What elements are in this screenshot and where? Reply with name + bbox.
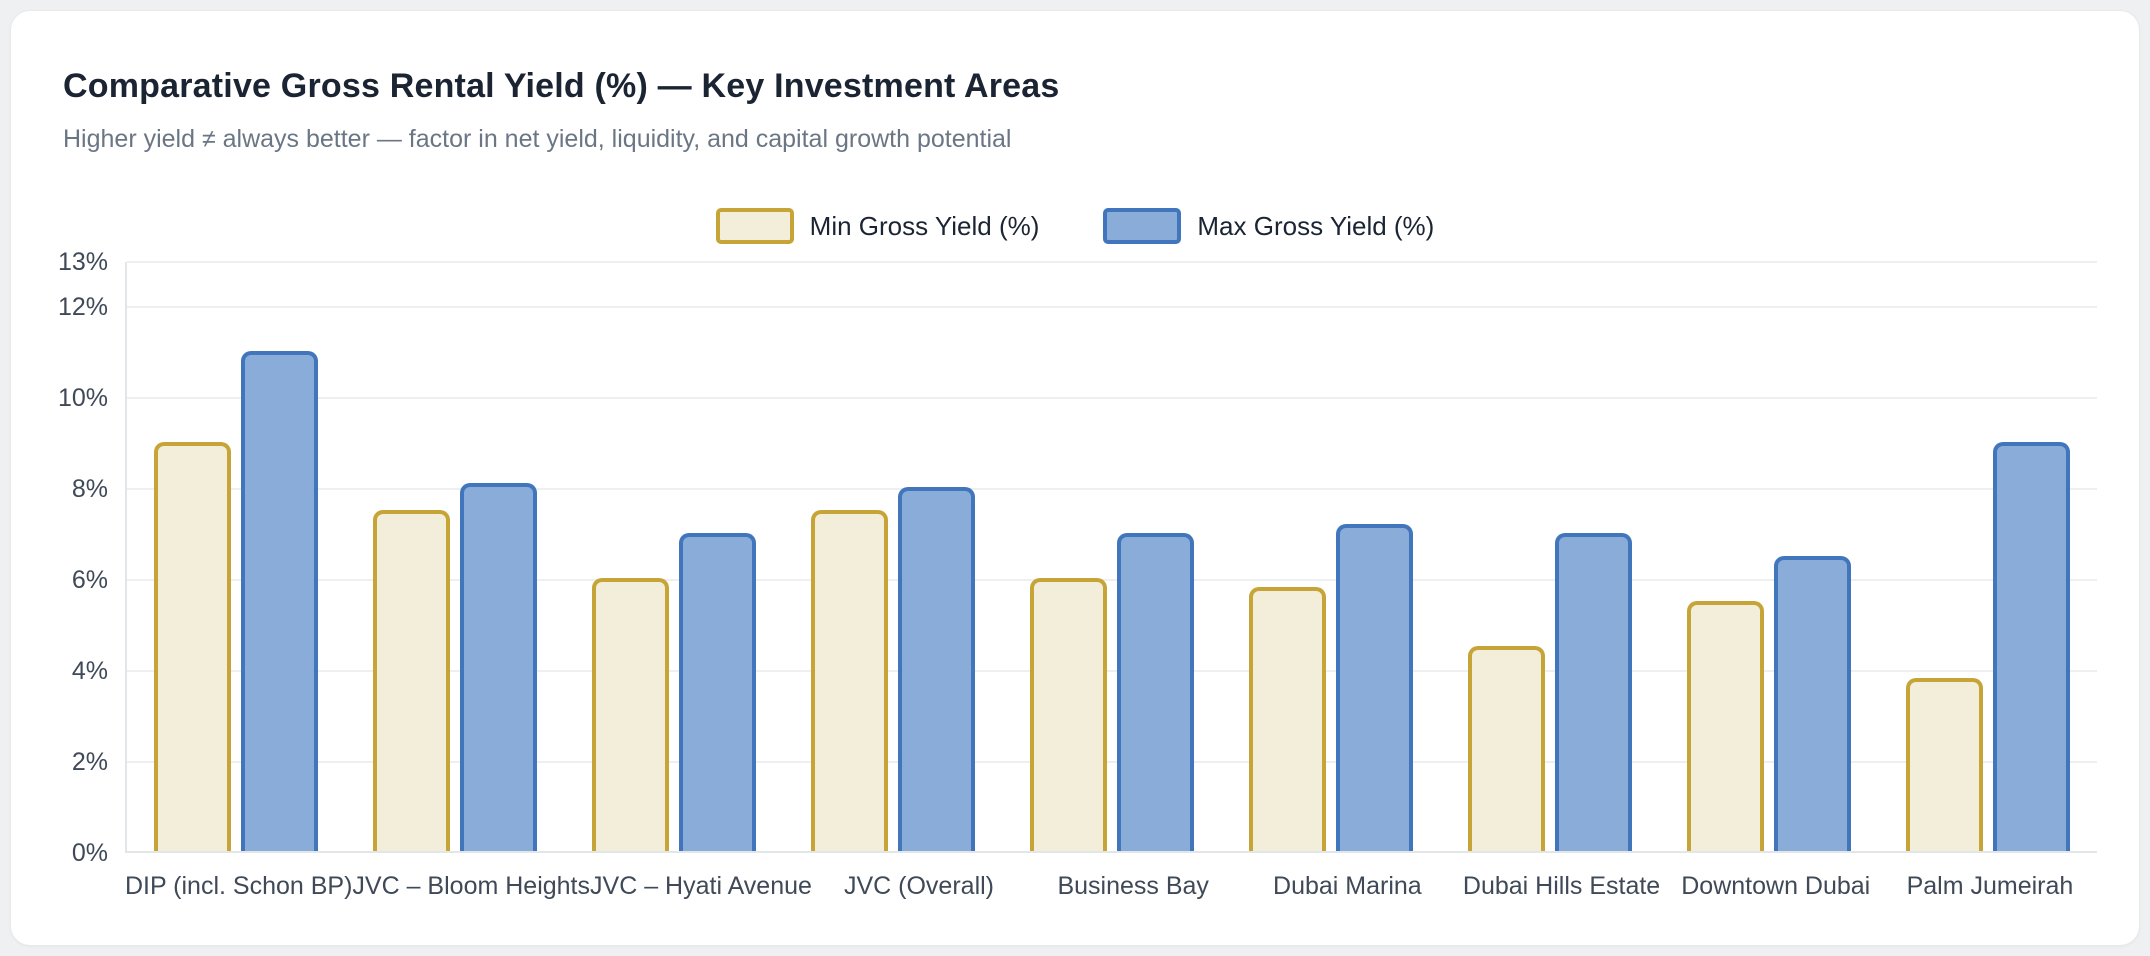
y-tick-label: 12% [57, 293, 108, 322]
bar-group-business-bay [1003, 262, 1222, 851]
legend-item-max-gross-yield[interactable]: Max Gross Yield (%) [1103, 208, 1434, 244]
min-yield-bar-business-bay[interactable] [1030, 578, 1107, 851]
x-category-label: Downtown Dubai [1681, 872, 1871, 900]
bar-group-dubai-marina [1221, 262, 1440, 851]
x-category-label: Dubai Hills Estate [1462, 872, 1661, 900]
max-yield-bar-business-bay[interactable] [1117, 532, 1194, 851]
x-category-label: Business Bay [1057, 872, 1209, 900]
max-yield-bar-dubai-hills-estate[interactable] [1554, 532, 1632, 851]
plot-area [125, 261, 2097, 853]
legend-swatch-icon [715, 208, 794, 244]
y-tick-label: 8% [71, 475, 108, 504]
x-category-label: JVC – Bloom Heights [352, 872, 591, 900]
min-yield-bar-dubai-marina[interactable] [1248, 587, 1326, 851]
bar-group-dubai-hills-estate [1440, 262, 1659, 851]
max-yield-bar-dip-incl-schon-bp[interactable] [241, 350, 319, 851]
max-yield-bar-jvc-bloom-heights[interactable] [460, 482, 538, 851]
gridline [127, 579, 2097, 582]
chart-legend: Min Gross Yield (%) Max Gross Yield (%) [0, 208, 2150, 244]
min-yield-bar-jvc-overall[interactable] [811, 510, 889, 851]
bar-group-jvc-bloom-heights [346, 262, 565, 851]
min-yield-bar-jvc-bloom-heights[interactable] [373, 510, 451, 851]
gridline [127, 397, 2097, 400]
y-tick-label: 0% [71, 839, 108, 867]
min-yield-bar-dubai-hills-estate[interactable] [1467, 646, 1545, 851]
legend-label: Min Gross Yield (%) [809, 210, 1040, 241]
y-tick-label: 10% [57, 384, 108, 413]
legend-label: Max Gross Yield (%) [1197, 210, 1435, 241]
max-yield-bar-downtown-dubai[interactable] [1773, 555, 1851, 851]
x-category-label: Palm Jumeirah [1906, 872, 2074, 900]
min-yield-bar-palm-jumeirah[interactable] [1905, 678, 1983, 851]
x-category-label: DIP (incl. Schon BP) [125, 872, 353, 900]
x-category-label: JVC – Hyati Avenue [590, 872, 812, 900]
gridline [127, 761, 2097, 764]
bar-group-downtown-dubai [1659, 262, 1878, 851]
chart-subtitle: Higher yield ≠ always better — factor in… [63, 125, 1012, 153]
max-yield-bar-palm-jumeirah[interactable] [1992, 441, 2070, 851]
legend-item-min-gross-yield[interactable]: Min Gross Yield (%) [715, 208, 1040, 244]
y-tick-label: 6% [71, 566, 108, 595]
chart-title: Comparative Gross Rental Yield (%) — Key… [63, 67, 1060, 105]
x-category-label: JVC (Overall) [843, 872, 994, 900]
y-tick-label: 2% [71, 748, 108, 777]
y-tick-label: 13% [57, 248, 108, 276]
min-yield-bar-dip-incl-schon-bp[interactable] [154, 441, 232, 851]
max-yield-bar-jvc-hyati-avenue[interactable] [679, 532, 757, 851]
bar-group-jvc-overall [784, 262, 1003, 851]
min-yield-bar-downtown-dubai[interactable] [1686, 601, 1764, 851]
bars-layer [127, 262, 2097, 851]
y-axis: 0% 2% 4% 6% 8% 10% 12% 13% [0, 249, 108, 866]
y-tick-label: 4% [71, 657, 108, 686]
x-axis: DIP (incl. Schon BP) JVC – Bloom Heights J… [125, 872, 2097, 901]
bar-group-dip-incl-schon-bp [127, 262, 346, 851]
x-category-label: Dubai Marina [1273, 872, 1422, 900]
max-yield-bar-dubai-marina[interactable] [1335, 523, 1413, 851]
gridline [127, 261, 2097, 263]
bar-group-palm-jumeirah [1878, 262, 2097, 851]
gridline [127, 670, 2097, 673]
gridline [127, 306, 2097, 309]
max-yield-bar-jvc-overall[interactable] [898, 487, 976, 851]
legend-swatch-icon [1103, 208, 1182, 244]
gridline [127, 488, 2097, 491]
bar-group-jvc-hyati-avenue [565, 262, 784, 851]
min-yield-bar-jvc-hyati-avenue[interactable] [592, 578, 670, 851]
